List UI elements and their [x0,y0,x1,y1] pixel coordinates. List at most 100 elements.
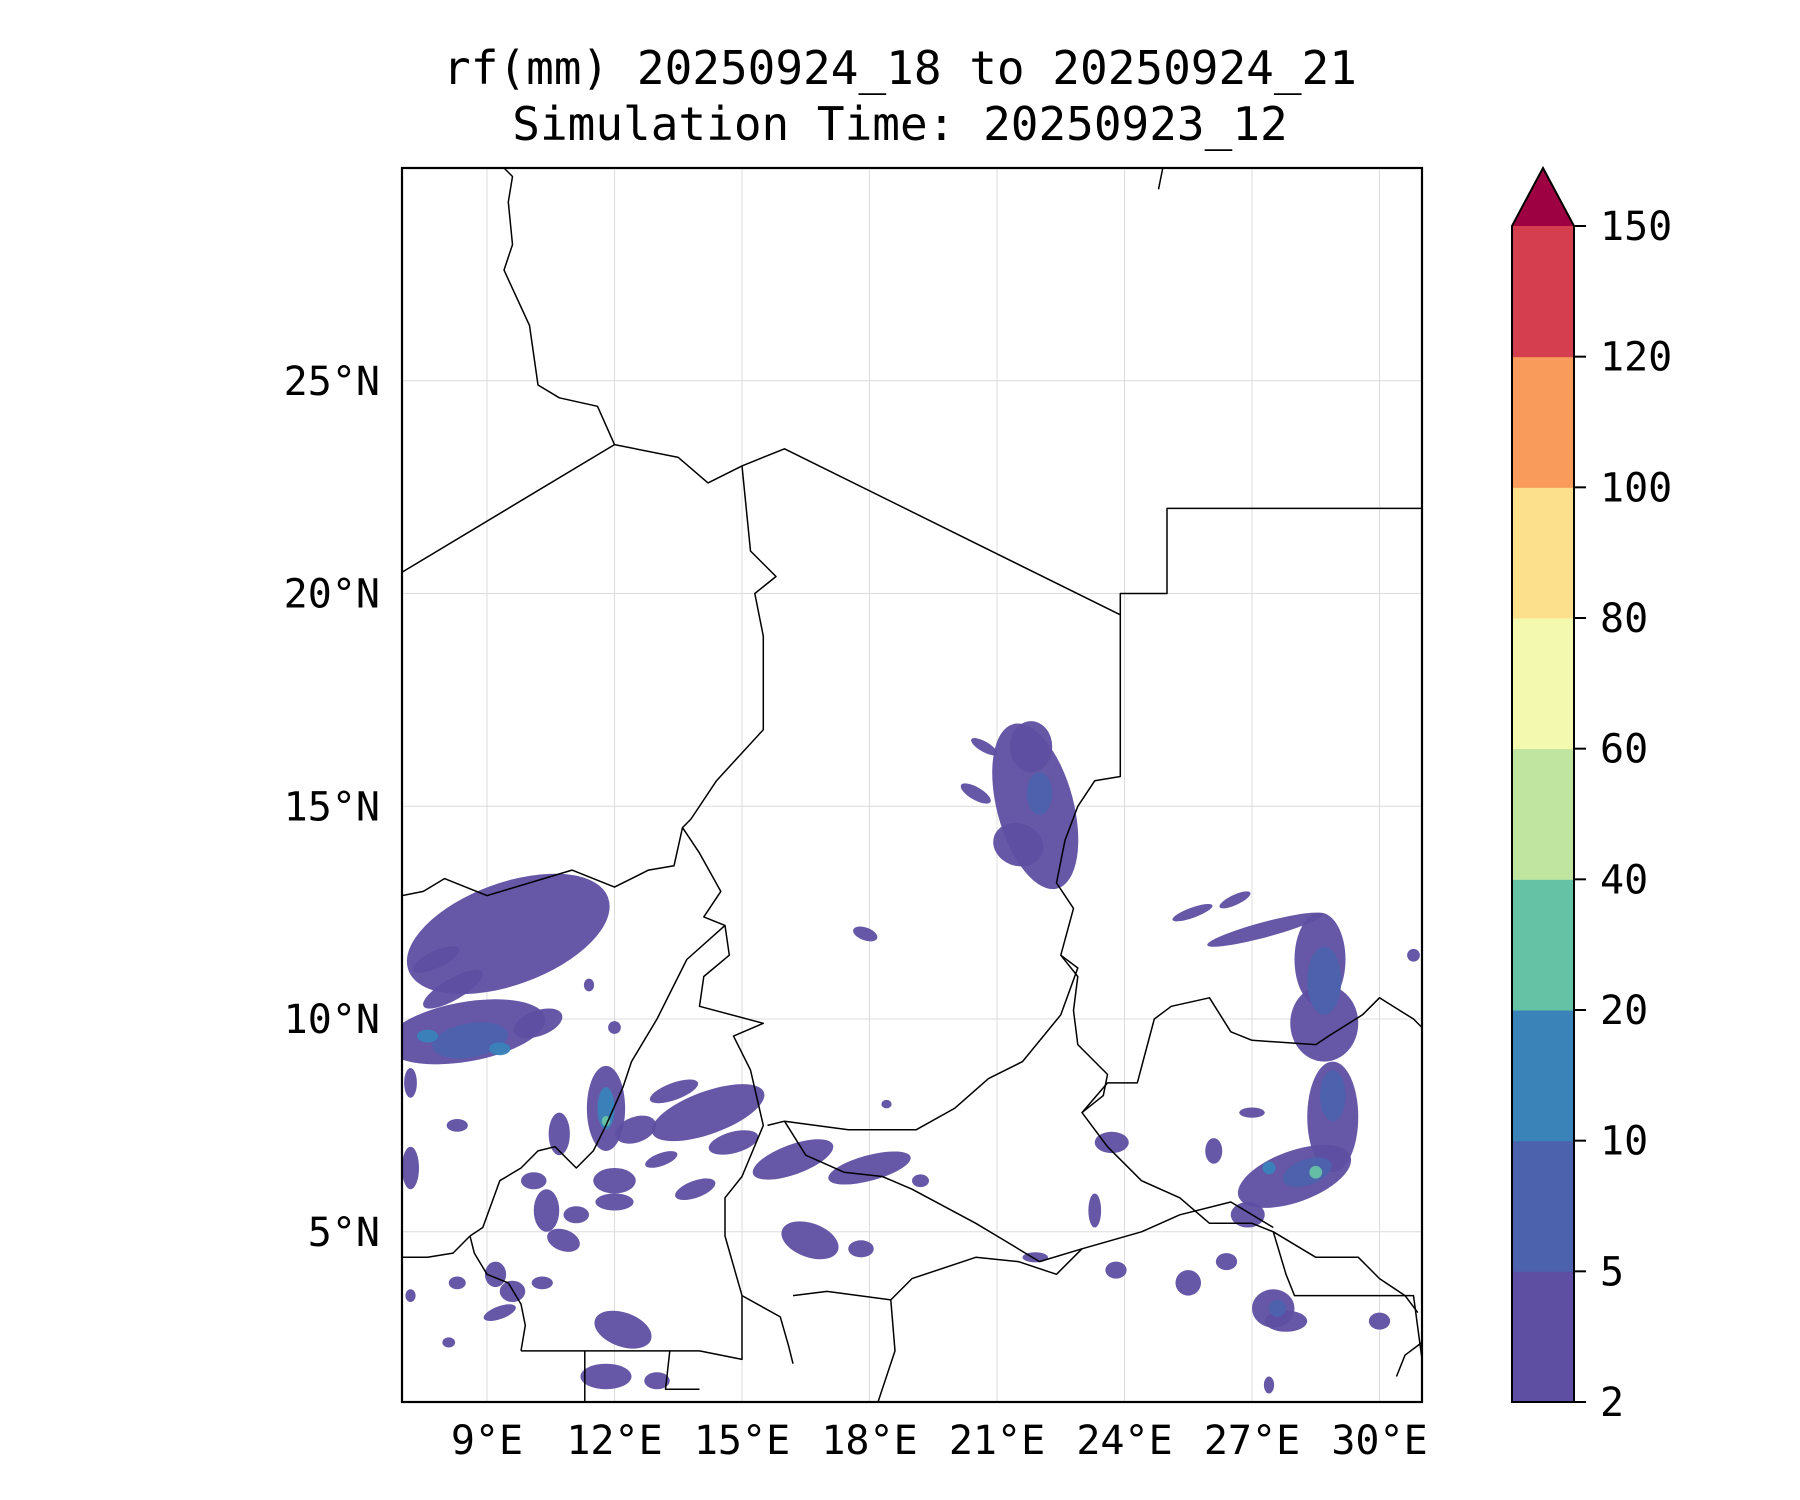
title-line-1: rf(mm) 20250924_18 to 20250924_21 [443,41,1357,95]
border-line-14 [664,1350,700,1390]
border-line-16 [469,1235,527,1352]
rain-cell-59 [521,1172,547,1190]
border-line-0 [402,443,1122,1131]
colorbar-label-8: 120 [1600,335,1672,381]
colorbar-label-1: 5 [1600,1249,1624,1295]
border-line-10 [783,1120,1274,1263]
rain-cell-1 [1009,721,1053,773]
rain-cell-10 [1290,984,1359,1062]
rain-cell-7 [1172,903,1213,922]
border-line-6 [1157,168,1164,190]
colorbar-label-7: 100 [1600,465,1672,511]
colorbar-label-2: 10 [1600,1119,1648,1165]
rain-cell-63 [547,1228,580,1252]
border-line-17 [402,1235,471,1259]
border-line-12 [521,1295,743,1361]
colorbar-label-3: 20 [1600,988,1648,1034]
rain-cell-51 [752,1139,834,1180]
latitude-tick-labels: 5°N 10°N 15°N 20°N 25°N [284,359,380,1256]
border-line-11 [792,1248,1083,1301]
rain-cell-64 [484,1261,507,1288]
lon-tick-label-6: 27°E [1204,1418,1300,1464]
rain-cell-5 [971,738,998,756]
rain-cell-66 [483,1304,516,1321]
rain-cell-60 [533,1189,560,1232]
colorbar-segment-1 [1512,1140,1574,1272]
border-line-8 [1081,997,1422,1114]
rain-cell-11 [1307,946,1342,1015]
rain-cell-53 [781,1221,839,1260]
lat-tick-label-0: 5°N [308,1210,380,1256]
lon-tick-label-0: 9°E [451,1418,523,1464]
rain-cell-4 [960,783,991,804]
border-line-2 [402,465,777,897]
lat-tick-label-1: 10°N [284,997,380,1043]
rain-cell-6 [1207,912,1323,947]
border-line-15 [877,1299,896,1402]
colorbar-segment-2 [1512,1010,1574,1142]
rain-cell-33 [853,926,878,942]
lon-tick-label-3: 18°E [821,1418,917,1464]
rain-cell-74 [446,1119,468,1132]
country-borders [402,168,1422,1402]
rain-cell-42 [412,946,460,973]
colorbar-label-0: 2 [1600,1380,1624,1426]
rain-cell-31 [1215,1253,1238,1271]
rain-cell-68 [531,1276,553,1290]
lon-tick-label-4: 21°E [949,1418,1045,1464]
map-frame [400,166,1424,1404]
rain-cell-16 [1309,1165,1323,1179]
lon-tick-label-2: 15°E [694,1418,790,1464]
rain-cell-27 [1094,1131,1129,1154]
colorbar-label-9: 150 [1600,204,1672,250]
rain-cell-78 [583,978,595,992]
title-line-2: Simulation Time: 20250923_12 [512,97,1288,151]
rain-cell-75 [405,1289,416,1303]
lat-tick-label-4: 25°N [284,359,380,405]
rain-cell-34 [881,1099,892,1109]
rain-cell-72 [402,1146,419,1190]
rain-cell-77 [608,1021,621,1034]
rain-cell-48 [651,1084,765,1142]
colorbar-segment-8 [1512,226,1574,358]
rain-cell-50 [708,1130,759,1155]
rain-cell-58 [645,1151,678,1168]
rain-cell-23 [1269,1299,1286,1317]
rain-cell-2 [993,822,1044,867]
colorbar-label-5: 60 [1600,727,1648,773]
rain-cell-35 [406,873,610,995]
rain-cell-62 [595,1193,634,1211]
rain-cell-17 [1262,1161,1276,1175]
rain-cell-54 [848,1240,874,1258]
rain-cell-3 [1026,772,1053,815]
rain-cell-26 [1175,1270,1202,1296]
lon-tick-label-1: 12°E [566,1418,662,1464]
rain-cell-56 [593,1167,636,1194]
colorbar-extend-triangle [1512,168,1574,226]
rain-cell-45 [601,1116,611,1127]
rain-cell-37 [432,1022,508,1059]
lon-tick-label-7: 30°E [1331,1418,1427,1464]
rain-cell-20 [1205,1138,1223,1164]
rain-cell-52 [828,1151,911,1185]
rain-cell-18 [1230,1202,1265,1228]
rain-cell-71 [644,1372,670,1390]
rain-cell-61 [563,1206,589,1224]
colorbar-segment-4 [1512,748,1574,880]
colorbar-segment-6 [1512,487,1574,619]
rain-cell-70 [580,1363,632,1390]
rain-cell-39 [416,1029,439,1043]
colorbar-outline [1511,165,1575,1403]
rain-cell-46 [548,1112,570,1156]
rainfall-field [402,721,1420,1394]
colorbar: 2 5 10 20 40 60 80 100 120 150 [1511,165,1672,1426]
border-line-7 [1060,954,1419,1314]
rain-cell-30 [1105,1261,1127,1279]
rain-cell-8 [1219,891,1251,909]
colorbar-segment-5 [1512,618,1574,750]
rain-cell-76 [442,1337,456,1348]
rain-cell-40 [513,1008,563,1039]
lat-tick-label-3: 20°N [284,572,380,618]
colorbar-segment-0 [1512,1271,1574,1403]
